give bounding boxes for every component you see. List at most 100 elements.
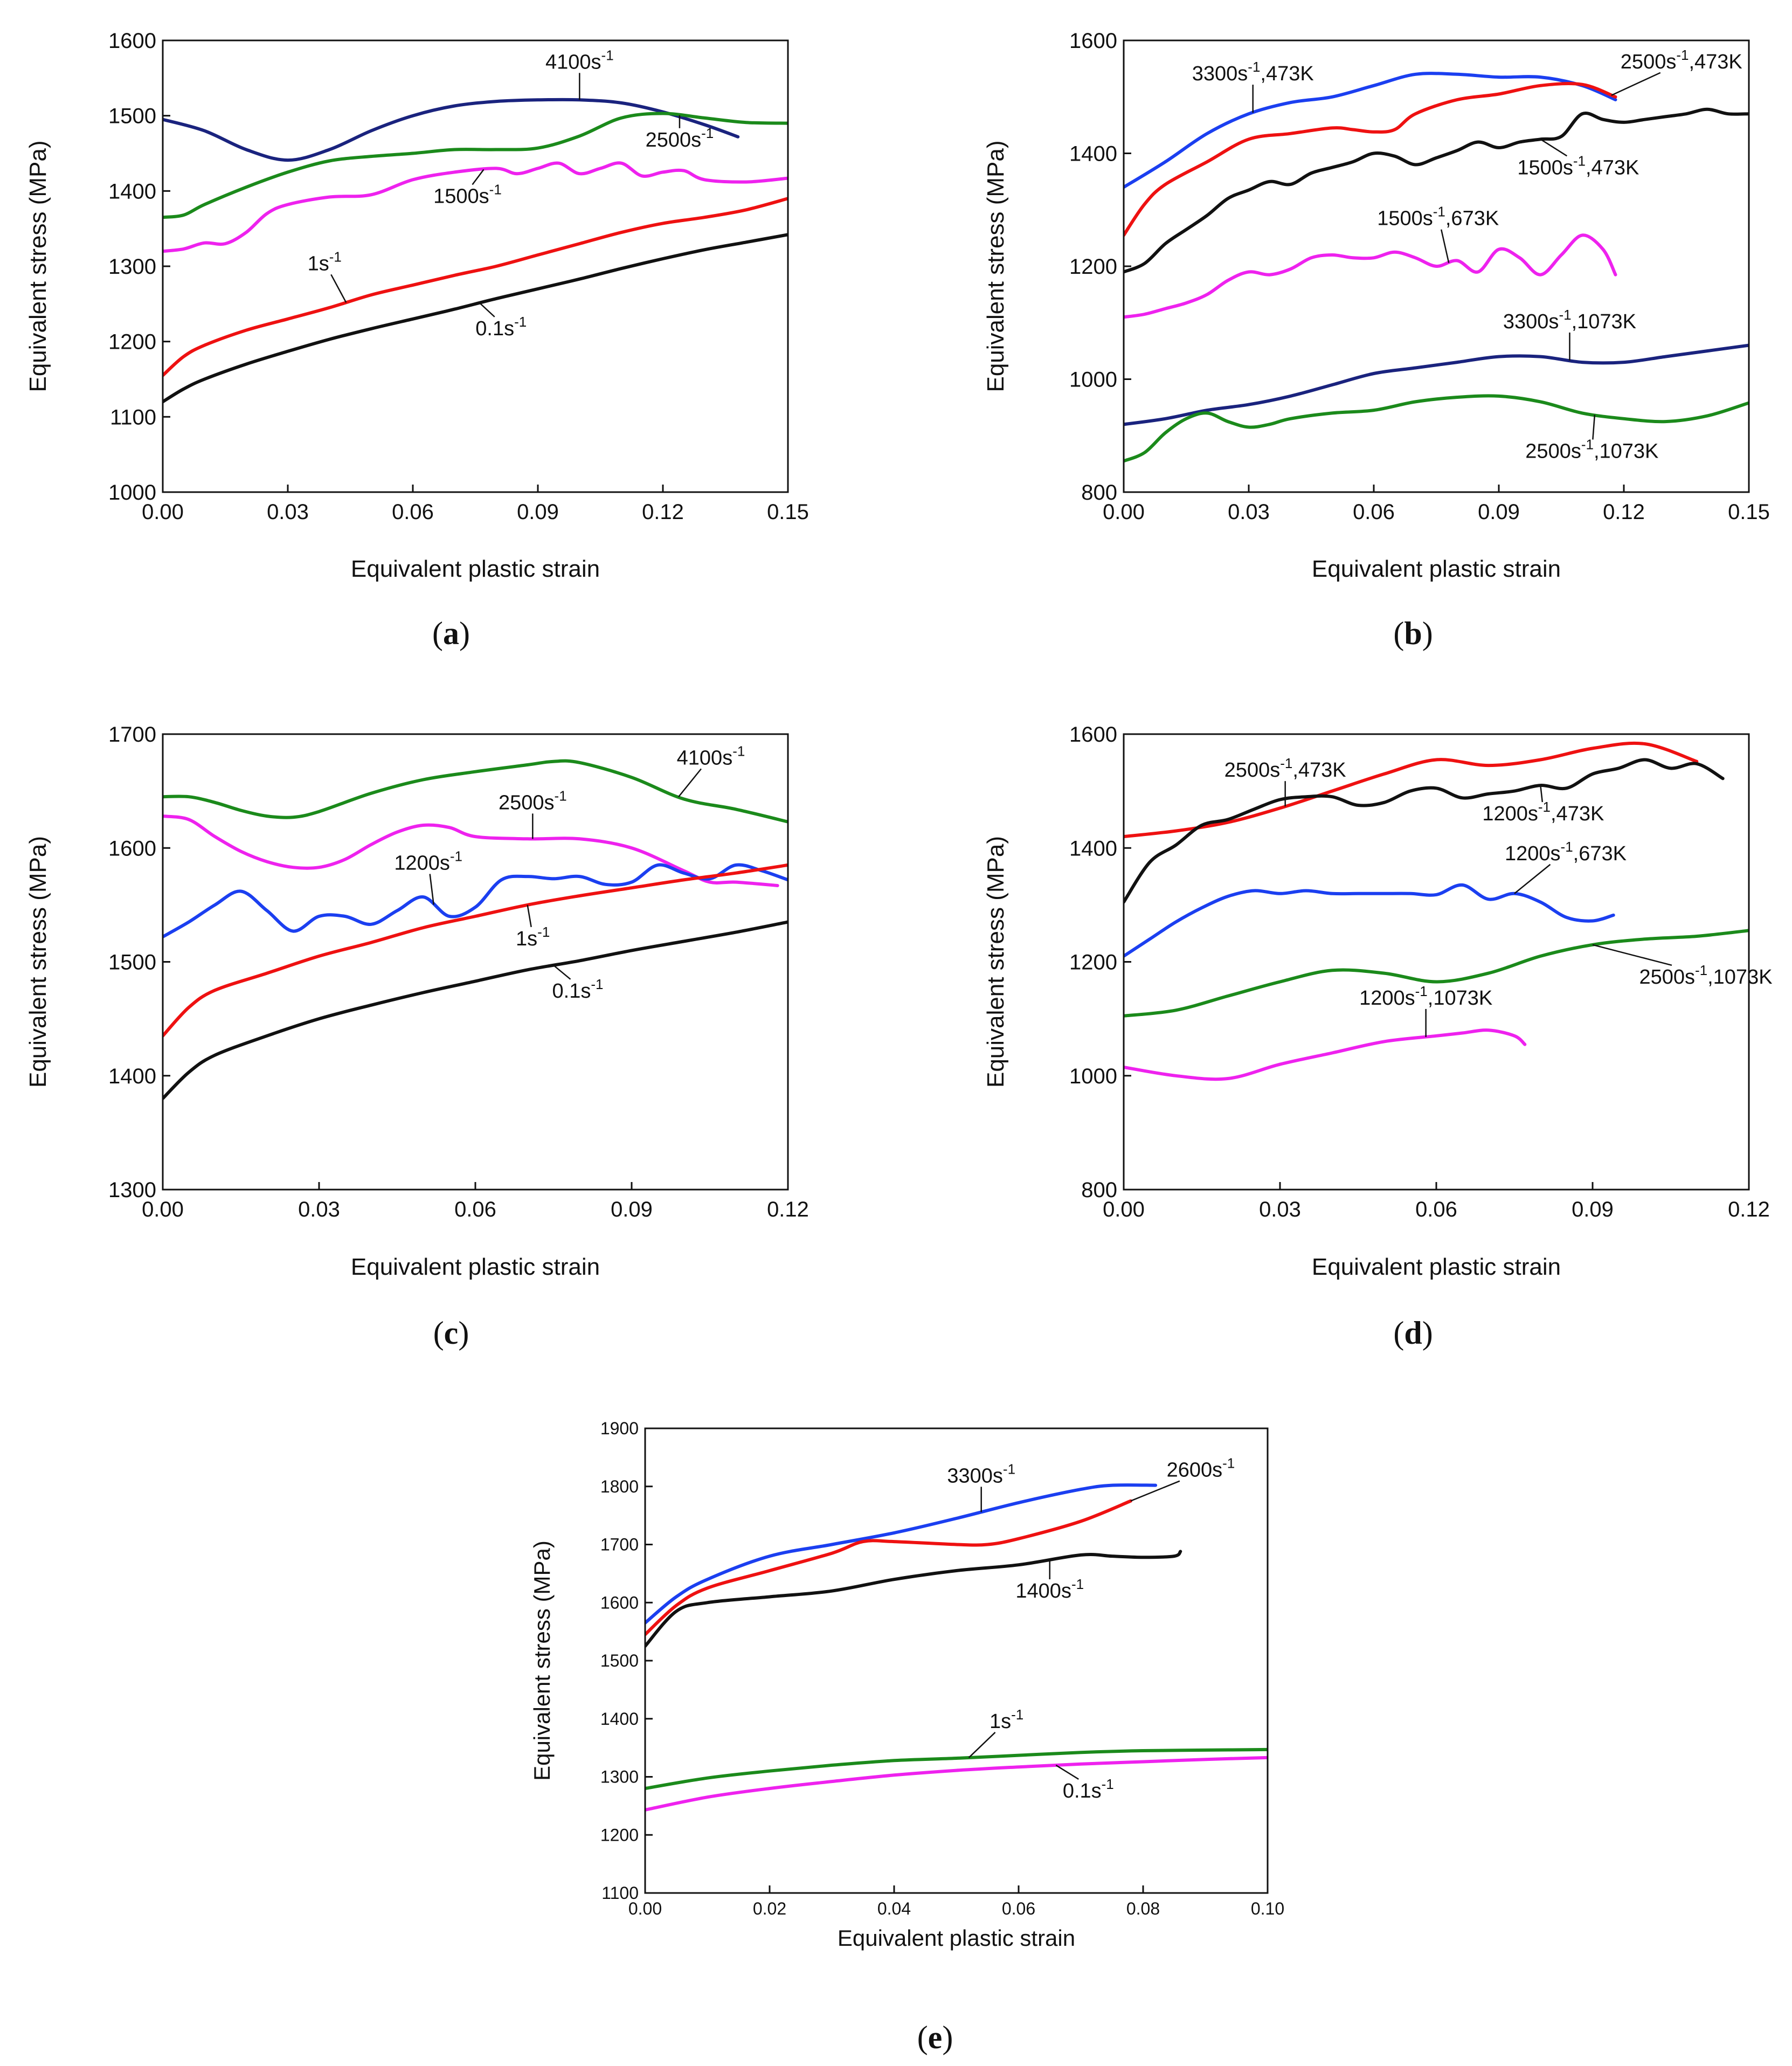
series-line-a-1500s-1 [163,161,788,253]
chart-panel-b: 0.00 0.03 0.06 0.09 0.12 0.15 800 1000 1200 1400 1… [983,29,1770,651]
y-axis-title: Equivalent stress (MPa) [983,836,1009,1088]
annotation-temperature: ,473K [1551,803,1604,825]
annotation-leader [472,169,485,185]
x-axis-title: Equivalent plastic strain [838,1925,1075,1951]
annotation-rate: 1s [516,928,537,950]
x-tick-label: 0.12 [1728,1198,1770,1221]
annotation-exponent: -1 [1559,307,1571,323]
series-annotation: 1200s-1,1073K [1359,983,1492,1010]
annotation-temperature: ,673K [1573,842,1627,865]
x-tick-label: 0.09 [611,1198,653,1221]
x-tick-label: 0.12 [1603,500,1645,524]
annotation-rate: 2500s [646,129,702,151]
series-line-b-1500s-1-473k [1124,107,1749,274]
series-annotation: 3300s-1,473K [1192,59,1314,85]
series-line-b-3300s-1-473k [1124,72,1617,189]
series-annotation: 3300s-1 [947,1461,1015,1487]
series-annotation: 0.1s-1 [475,314,527,340]
series-annotation: 1400s-1 [1015,1576,1084,1602]
series-annotation: 3300s-1,1073K [1503,307,1636,333]
y-axis-title: Equivalent stress (MPa) [529,1540,555,1781]
chart-panel-d: 0.00 0.03 0.06 0.09 0.12 800 1000 1200 1400 1600 E… [983,723,1773,1351]
y-tick-label: 1300 [108,1178,156,1202]
annotation-exponent: -1 [537,924,550,940]
x-tick-label: 0.00 [1103,1198,1145,1221]
series-line-e-0-1s-1 [645,1756,1268,1812]
series-annotation: 1500s-1,473K [1517,153,1639,179]
annotation-rate: 1200s [1359,987,1415,1010]
series-line-a-4100s-1 [163,98,740,162]
series-line-d-1200s-1-473k [1124,758,1725,904]
y-tick-label: 1900 [600,1419,639,1438]
plot-frame [644,1427,1269,1894]
annotation-leader [429,874,434,905]
x-tick-label: 0.15 [1728,500,1770,524]
panel-label: (c) [433,1315,469,1351]
annotation-temperature: ,473K [1260,63,1313,85]
series-line-c-1s-1 [163,863,788,1038]
y-axis-title: Equivalent stress (MPa) [983,140,1009,392]
panel-label: (b) [1393,616,1433,651]
annotation-exponent: -1 [701,125,714,141]
y-tick-label: 1200 [1069,255,1117,279]
annotation-exponent: -1 [1573,153,1586,169]
x-tick-label: 0.03 [1228,500,1270,524]
series-line-c-1200s-1 [163,863,788,938]
annotation-rate: 0.1s [1063,1780,1102,1802]
annotation-rate: 1200s [1482,803,1538,825]
series-line-a-0-1s-1 [163,233,788,404]
y-tick-label: 1000 [1069,1065,1117,1088]
x-tick-label: 0.00 [1103,500,1145,524]
annotation-leader [479,302,495,317]
annotation-rate: 2500s [499,791,555,814]
annotation-rate: 4100s [545,51,601,73]
annotation-rate: 3300s [1192,63,1248,85]
series-annotation: 2500s-1,473K [1621,47,1742,73]
y-tick-label: 1500 [108,951,156,975]
series-annotation: 1s-1 [990,1706,1023,1733]
x-tick-label: 0.06 [392,500,434,524]
series-annotation: 2500s-1,473K [1224,755,1346,782]
y-tick-label: 1500 [600,1651,639,1670]
x-tick-label: 0.12 [767,1198,809,1221]
annotation-temperature: ,1073K [1707,966,1772,989]
series-line-d-2500s-1-473k [1124,741,1699,839]
x-tick-label: 0.06 [1415,1198,1457,1221]
x-axis-title: Equivalent plastic strain [1312,1254,1561,1280]
annotation-temperature: ,473K [1689,51,1742,73]
annotation-exponent: -1 [1676,47,1689,63]
y-tick-label: 800 [1081,481,1117,505]
y-tick-label: 1200 [108,330,156,354]
panel-label: (e) [917,2020,953,2055]
x-tick-label: 0.03 [267,500,309,524]
y-tick-label: 1300 [108,255,156,279]
series-line-c-0-1s-1 [163,920,788,1100]
panel-label: (a) [432,616,470,651]
series-line-d-2500s-1-1073k [1124,929,1749,1018]
series-annotation: 1s-1 [516,924,550,950]
annotation-leader [1540,139,1568,157]
annotation-rate: 1s [308,252,329,275]
series-line-e-2600s-1 [645,1499,1132,1636]
annotation-temperature: ,1073K [1428,987,1492,1010]
series-annotation: 1200s-1,673K [1505,839,1627,865]
annotation-leader [527,904,532,928]
annotation-rate: 1200s [1505,842,1561,865]
y-axis-title: Equivalent stress (MPa) [25,836,51,1088]
y-tick-label: 800 [1081,1178,1117,1202]
annotation-temperature: ,1073K [1572,310,1636,333]
y-tick-label: 1000 [108,481,156,505]
series-line-d-1200s-1-673k [1124,883,1615,958]
annotation-leader [968,1732,996,1758]
x-tick-label: 0.09 [1478,500,1520,524]
annotation-exponent: -1 [1222,1455,1235,1471]
annotation-exponent: -1 [1433,204,1445,220]
panel-letter: a [443,616,459,651]
annotation-leader [678,768,702,798]
series-annotation: 2500s-1 [499,787,567,814]
panel-label: (d) [1393,1315,1433,1351]
annotation-leader [1440,229,1450,263]
annotation-exponent: -1 [1695,962,1707,978]
annotation-rate: 3300s [947,1464,1003,1487]
